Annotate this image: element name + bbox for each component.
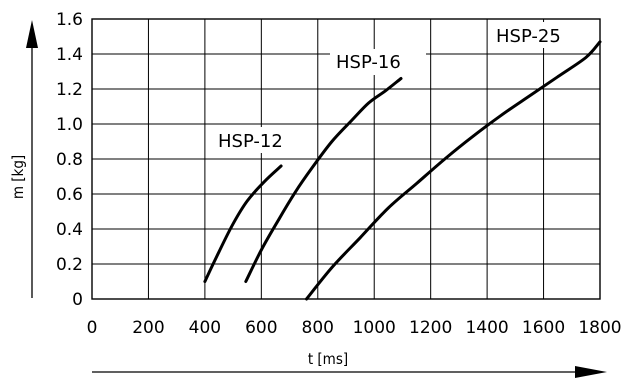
x-arrow-head (575, 366, 607, 378)
series-label-hsp-12: HSP-12 (218, 131, 283, 152)
x-tick-label-800: 800 (302, 318, 334, 338)
x-tick-label-1200: 1200 (409, 318, 452, 338)
series-line-hsp-12 (203, 164, 283, 283)
x-tick-label-1800: 1800 (578, 318, 621, 338)
y-tick-label-0: 0 (72, 290, 83, 310)
y-tick-label-1.2: 1.2 (56, 80, 83, 100)
y-arrow-head (26, 20, 38, 48)
series-label-bg-hsp-16 (330, 49, 426, 75)
plot-frame (91, 18, 601, 300)
series-lines (203, 40, 602, 301)
x-tick-label-400: 400 (189, 318, 221, 338)
y-axis-label: m [kg] (9, 155, 27, 199)
y-tick-label-0.4: 0.4 (56, 220, 83, 240)
x-tick-label-0: 0 (87, 318, 98, 338)
grid (92, 19, 600, 299)
series-label-hsp-16: HSP-16 (336, 52, 401, 73)
series-line-hsp-25 (305, 40, 602, 301)
y-tick-label-0.2: 0.2 (56, 255, 83, 275)
y-tick-label-0.6: 0.6 (56, 185, 83, 205)
x-tick-label-1400: 1400 (465, 318, 508, 338)
series-label-hsp-25: HSP-25 (496, 26, 561, 47)
series-label-bg-hsp-25 (490, 22, 588, 48)
x-tick-label-200: 200 (132, 318, 164, 338)
x-tick-label-1000: 1000 (353, 318, 396, 338)
y-tick-label-1.0: 1.0 (56, 115, 83, 135)
x-tick-label-1600: 1600 (522, 318, 565, 338)
y-tick-label-1.4: 1.4 (56, 45, 83, 65)
series-line-hsp-16 (244, 77, 403, 283)
y-tick-label-1.6: 1.6 (56, 10, 83, 30)
x-axis-label: t [ms] (308, 350, 348, 368)
series-label-bg-hsp-12 (213, 127, 309, 153)
y-tick-label-0.8: 0.8 (56, 150, 83, 170)
tick-labels: 0 200 400 600 800 1000 1200 1400 1600 1800 0 0.2 0.4… (56, 10, 622, 338)
axes (91, 18, 601, 300)
x-tick-label-600: 600 (245, 318, 277, 338)
